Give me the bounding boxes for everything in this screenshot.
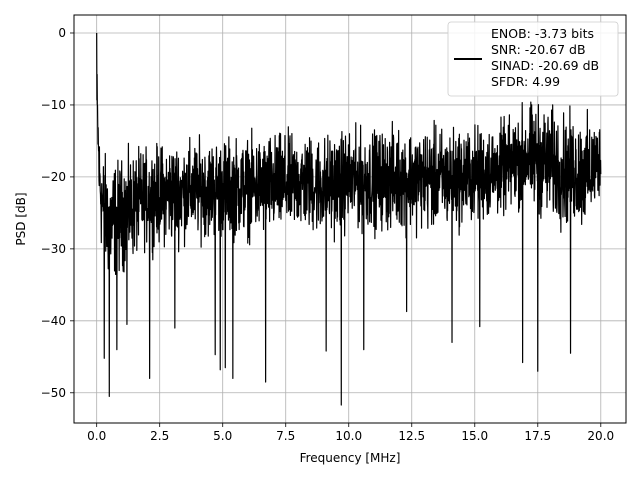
y-tick-label: −10 [41,98,66,112]
x-tick-label: 2.5 [150,429,169,443]
x-tick-label: 5.0 [213,429,232,443]
psd-series-line [96,32,602,406]
legend-label-line: SINAD: -20.69 dB [491,58,599,73]
legend-label-line: SFDR: 4.99 [491,74,560,89]
y-tick-label: 0 [58,26,66,40]
legend-label-line: SNR: -20.67 dB [491,42,586,57]
x-tick-label: 10.0 [335,429,362,443]
plot-area [96,32,602,406]
x-tick-label: 12.5 [398,429,425,443]
legend-label-line: ENOB: -3.73 bits [491,26,594,41]
x-axis-ticks: 0.0 2.5 5.0 7.5 10.0 12.5 15.0 17.5 20.0 [87,423,614,443]
y-tick-label: −30 [41,242,66,256]
legend-box [447,21,619,97]
x-tick-label: 0.0 [87,429,106,443]
x-tick-label: 20.0 [587,429,614,443]
y-axis-ticks: 0 −10 −20 −30 −40 −50 [41,26,74,400]
x-tick-label: 7.5 [276,429,295,443]
y-tick-label: −20 [41,170,66,184]
x-axis-label: Frequency [MHz] [300,451,401,465]
legend-label: ENOB: -3.73 bits SNR: -20.67 dB SINAD: -20… [491,26,599,89]
y-tick-label: −40 [41,314,66,328]
axes-frame [73,14,627,424]
legend: ENOB: -3.73 bits SNR: -20.67 dB SINAD: -20… [447,21,619,97]
x-tick-label: 15.0 [461,429,488,443]
x-tick-label: 17.5 [524,429,551,443]
y-tick-label: −50 [41,386,66,400]
y-axis-label: PSD [dB] [14,192,28,245]
